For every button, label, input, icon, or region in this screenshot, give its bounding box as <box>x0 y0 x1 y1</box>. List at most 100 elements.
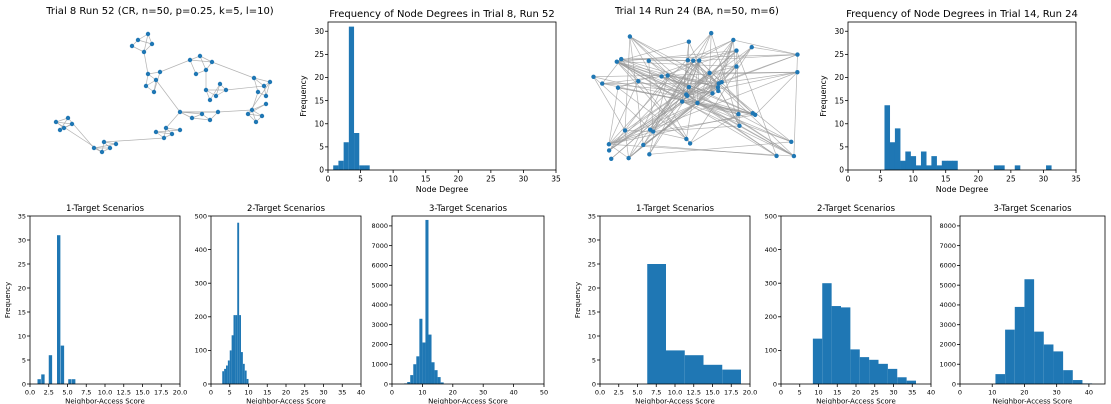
network-node <box>600 81 605 86</box>
network-edge <box>681 101 795 157</box>
histogram-bar <box>1063 370 1073 384</box>
network-edge <box>628 60 700 159</box>
histogram-bar <box>428 334 432 384</box>
network-edge <box>699 54 798 61</box>
network-node <box>53 119 59 125</box>
x-tick-label: 5 <box>358 175 363 184</box>
network-edge <box>247 103 267 115</box>
y-tick-label: 0 <box>773 380 777 388</box>
histogram-bar <box>343 142 349 170</box>
network-edge <box>159 59 191 73</box>
histogram-bar <box>915 165 922 170</box>
x-tick-label: 5 <box>798 389 802 397</box>
network-node <box>707 70 712 76</box>
y-tick-label: 30 <box>18 236 26 244</box>
histogram-bar <box>41 374 45 384</box>
network-node <box>65 115 71 121</box>
y-tick-label: 15 <box>834 96 844 105</box>
network-edge <box>649 71 798 130</box>
network-edge <box>649 75 668 155</box>
network-node <box>251 75 257 81</box>
network-edge <box>165 111 181 129</box>
histogram-bar <box>239 315 241 384</box>
y-tick-label: 10 <box>18 332 26 340</box>
network-edge <box>155 131 173 135</box>
network-edge <box>629 36 691 144</box>
x-tick-label: 5 <box>228 389 232 397</box>
y-tick-label: 20 <box>314 73 324 82</box>
x-tick-label: 15.0 <box>135 389 149 397</box>
x-tick-label: 20 <box>1020 389 1028 397</box>
network-node <box>57 127 63 133</box>
histogram-bar <box>1043 344 1054 384</box>
chart-title: 2-Target Scenarios <box>247 204 326 214</box>
network-node <box>217 81 223 87</box>
y-tick-label: 1000 <box>939 361 956 369</box>
histogram-bar <box>229 350 232 384</box>
network-title: Trial 14 Run 24 (BA, n=50, m=6) <box>614 6 779 17</box>
network-edge <box>616 61 687 95</box>
network-node <box>750 111 755 116</box>
network-edge <box>608 81 639 145</box>
network-node <box>193 71 199 77</box>
network-edge <box>629 36 719 92</box>
histogram-bar <box>348 26 355 170</box>
network-edge <box>793 54 798 157</box>
network-node <box>619 56 624 62</box>
network-node <box>641 142 646 148</box>
network-node <box>161 135 167 141</box>
network-edge <box>625 130 654 132</box>
histogram-bar <box>407 382 411 384</box>
network-node <box>606 142 612 147</box>
bars <box>884 105 1052 170</box>
network-edge <box>718 83 792 143</box>
network-edge <box>251 103 267 111</box>
y-tick-label: 2000 <box>939 341 956 349</box>
y-tick-label: 35 <box>588 212 596 220</box>
histogram-bar <box>1014 165 1021 170</box>
network-edge <box>179 111 193 119</box>
histogram-bar <box>906 380 916 384</box>
histogram-bar <box>897 377 907 384</box>
network-edge <box>709 33 712 73</box>
y-tick-label: 8000 <box>371 222 388 230</box>
network-node <box>189 115 195 121</box>
x-tick-label: 7.5 <box>81 389 91 397</box>
histogram-bar <box>437 377 441 384</box>
histogram-bar <box>233 315 236 384</box>
network-edge <box>153 71 161 93</box>
network-node <box>686 39 692 44</box>
network-node <box>187 57 193 63</box>
histogram-bar <box>419 318 423 384</box>
histogram-bar <box>242 363 245 384</box>
histogram-bar <box>999 165 1005 170</box>
network-node <box>199 111 205 117</box>
network-node <box>665 73 670 78</box>
network-edge <box>738 113 792 143</box>
network-edge <box>718 71 798 84</box>
x-tick-label: 12.5 <box>117 389 131 397</box>
histogram-bar <box>894 128 901 170</box>
network-node <box>615 85 621 90</box>
histogram-bar <box>850 349 860 384</box>
network-edge <box>616 61 639 82</box>
histogram-bar <box>1034 331 1044 384</box>
network-node <box>203 67 209 73</box>
x-tick-label: 30 <box>319 389 327 397</box>
network-node <box>709 30 714 36</box>
network-node <box>151 89 157 95</box>
histogram-bar <box>246 378 249 384</box>
network-node <box>687 141 693 146</box>
y-tick-label: 6000 <box>939 262 956 270</box>
network-edge <box>593 76 626 131</box>
network-edge <box>225 85 265 91</box>
network-node <box>626 155 631 161</box>
histogram-bar <box>227 360 230 384</box>
x-tick-label: 30 <box>889 389 897 397</box>
network-node <box>91 145 97 151</box>
network-node <box>695 100 700 106</box>
y-tick-label: 200 <box>195 313 207 321</box>
network-edge <box>649 141 792 155</box>
network-node <box>795 52 800 57</box>
